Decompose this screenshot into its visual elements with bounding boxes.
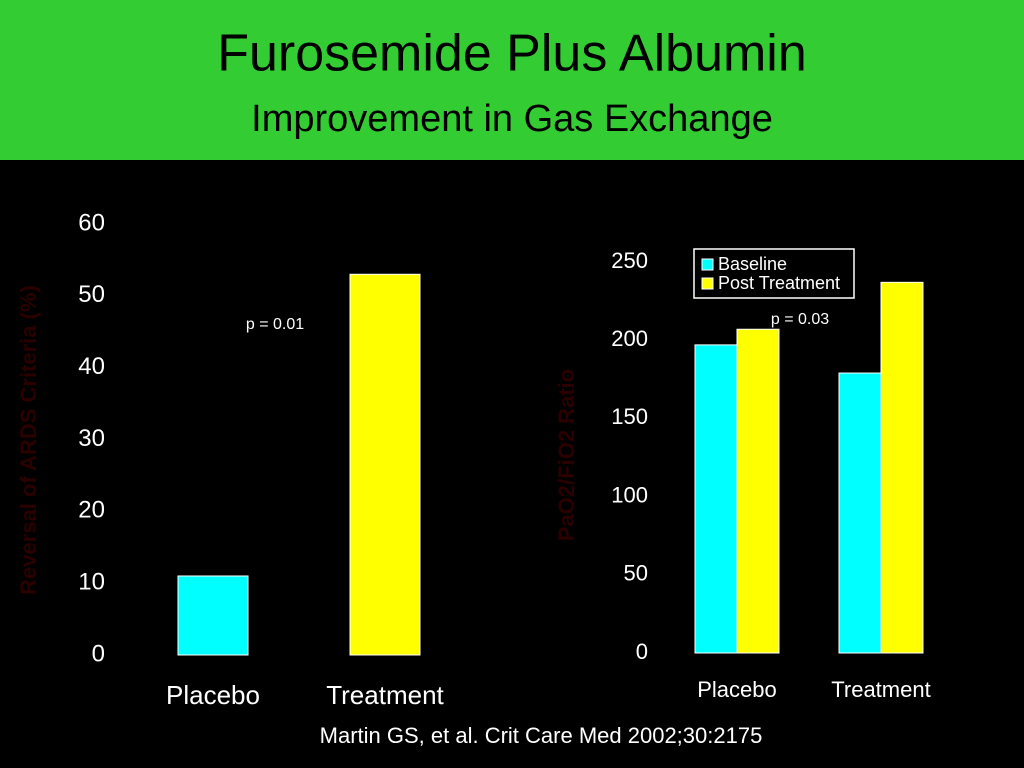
y-tick-label: 150: [611, 404, 648, 429]
x-tick-label: Placebo: [697, 677, 777, 702]
y-tick-label: 0: [636, 639, 648, 664]
slide-subtitle: Improvement in Gas Exchange: [251, 98, 773, 140]
header-band: [0, 0, 1024, 160]
legend-swatch: [701, 277, 714, 290]
bar: [694, 344, 738, 654]
x-tick-label: Placebo: [166, 680, 260, 710]
y-tick-label: 200: [611, 326, 648, 351]
y-axis-label: Reversal of ARDS Criteria (%): [16, 285, 41, 595]
y-tick-label: 20: [78, 497, 105, 524]
legend-swatch: [701, 258, 714, 271]
bar: [177, 575, 249, 656]
x-tick-label: Treatment: [326, 680, 444, 710]
y-tick-label: 60: [78, 209, 105, 236]
annotation: p = 0.01: [246, 316, 304, 333]
x-tick-label: Treatment: [831, 677, 930, 702]
legend-box: [693, 248, 855, 299]
y-tick-label: 30: [78, 425, 105, 452]
legend-label: Post Treatment: [718, 273, 840, 293]
annotation: p = 0.03: [771, 311, 829, 328]
y-tick-label: 0: [92, 640, 105, 667]
bar: [838, 372, 882, 654]
legend-label: Baseline: [718, 254, 787, 274]
bar: [736, 328, 780, 654]
y-axis-label: PaO2/FiO2 Ratio: [554, 369, 579, 541]
bar: [880, 281, 924, 654]
y-tick-label: 250: [611, 248, 648, 273]
y-tick-label: 40: [78, 353, 105, 380]
citation: Martin GS, et al. Crit Care Med 2002;30:…: [320, 723, 763, 748]
slide-title: Furosemide Plus Albumin: [217, 25, 807, 83]
y-tick-label: 100: [611, 482, 648, 507]
y-tick-label: 10: [78, 569, 105, 596]
y-tick-label: 50: [624, 561, 648, 586]
y-tick-label: 50: [78, 281, 105, 308]
bar: [349, 273, 421, 656]
